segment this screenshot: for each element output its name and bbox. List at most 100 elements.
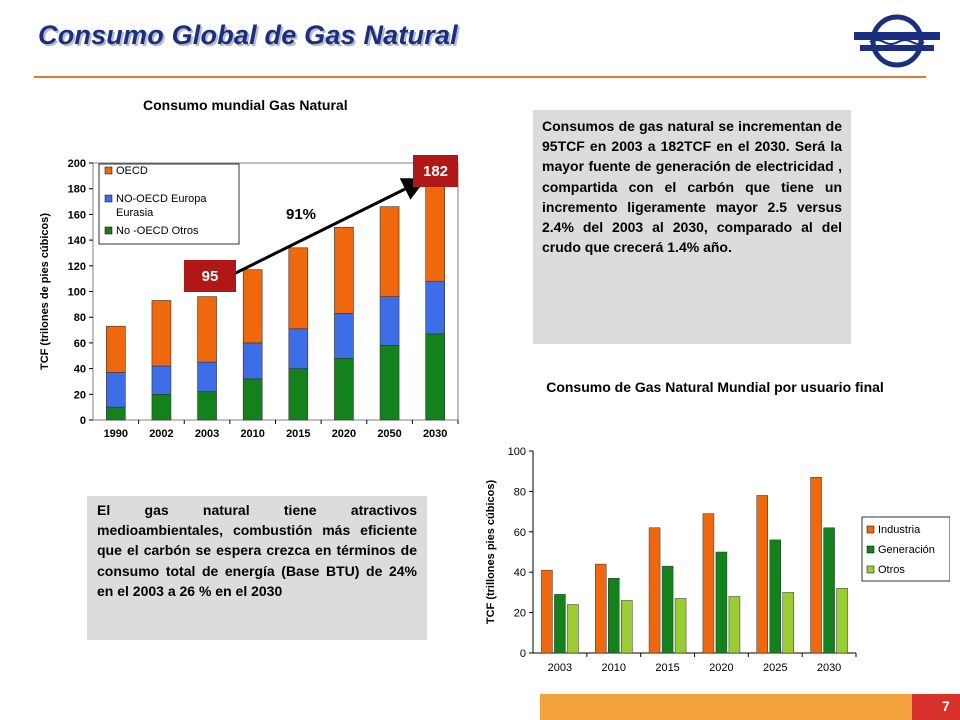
bar bbox=[554, 594, 566, 654]
bar-segment bbox=[151, 300, 172, 367]
bar-segment bbox=[197, 361, 217, 393]
company-logo bbox=[854, 14, 940, 68]
y-tick-label: 140 bbox=[68, 235, 86, 247]
bar-segment bbox=[197, 296, 217, 363]
chart1-title: Consumo mundial Gas Natural bbox=[143, 97, 348, 113]
x-tick-label: 2010 bbox=[240, 428, 264, 440]
legend-label: Generación bbox=[878, 544, 935, 556]
y-tick-label: 40 bbox=[74, 364, 86, 376]
x-tick-label: 2025 bbox=[763, 662, 787, 674]
growth-arrow bbox=[218, 178, 427, 283]
growth-percent-label: 91% bbox=[286, 206, 317, 223]
y-tick-label: 80 bbox=[514, 486, 526, 498]
y-tick-label: 180 bbox=[68, 184, 86, 196]
y-tick-label: 120 bbox=[68, 261, 86, 273]
bar-segment bbox=[106, 406, 126, 421]
x-tick-label: 2030 bbox=[817, 662, 841, 674]
legend-swatch bbox=[104, 226, 113, 235]
legend-label: NO-OECD Europa bbox=[116, 193, 207, 205]
bar-segment bbox=[242, 342, 263, 380]
legend-swatch bbox=[104, 194, 113, 203]
page-number-box bbox=[912, 694, 960, 720]
legend-label: Eurasia bbox=[116, 207, 154, 219]
summary-textbox: Consumos de gas natural se incrementan d… bbox=[533, 110, 851, 344]
legend-swatch bbox=[866, 565, 875, 574]
x-tick-label: 2030 bbox=[423, 428, 447, 440]
y-tick-label: 20 bbox=[74, 389, 86, 401]
legend-label: No -OECD Otros bbox=[116, 225, 199, 237]
legend-label: OECD bbox=[116, 165, 148, 177]
bar-segment bbox=[334, 358, 354, 421]
legend-label: Industria bbox=[878, 524, 921, 536]
callout-182: 182 bbox=[413, 155, 458, 187]
bar bbox=[715, 551, 728, 654]
legend-swatch bbox=[104, 166, 113, 175]
bar-segment bbox=[106, 325, 126, 373]
bar-segment bbox=[334, 226, 354, 314]
bar-segment bbox=[106, 372, 126, 408]
y-tick-label: 200 bbox=[68, 158, 86, 170]
bar-segment bbox=[379, 206, 400, 297]
legend-box bbox=[98, 163, 240, 245]
y-tick-label: 60 bbox=[74, 338, 86, 350]
bar bbox=[661, 565, 674, 654]
environment-textbox: El gas natural tiene atractivos medioamb… bbox=[87, 496, 427, 640]
y-tick-label: 160 bbox=[68, 209, 86, 221]
bar-segment bbox=[242, 269, 263, 344]
y-tick-label: 100 bbox=[68, 287, 86, 299]
bar-segment bbox=[288, 328, 309, 369]
x-tick-label: 2003 bbox=[548, 662, 572, 674]
y-tick-label: 60 bbox=[514, 527, 526, 539]
bar bbox=[782, 592, 794, 654]
legend-box bbox=[861, 516, 950, 582]
footer-bar bbox=[540, 694, 960, 720]
page-title: Consumo Global de Gas Natural bbox=[38, 20, 458, 50]
y-tick-label: 80 bbox=[74, 312, 86, 324]
bar bbox=[836, 588, 848, 654]
page-number: 7 bbox=[942, 698, 950, 714]
bar bbox=[702, 513, 715, 654]
y-tick-label: 0 bbox=[80, 415, 86, 427]
bar-segment bbox=[425, 280, 445, 335]
bar-segment bbox=[425, 185, 445, 282]
bar bbox=[541, 569, 553, 654]
y-tick-label: 20 bbox=[514, 608, 526, 620]
title-divider bbox=[34, 76, 926, 78]
bar bbox=[823, 527, 835, 654]
x-tick-label: 2020 bbox=[332, 428, 356, 440]
bar bbox=[769, 539, 781, 654]
chart-consumo-por-usuario: 0 20 40 60 80 100 2003 2010 2015 2020 2025 2030 TCF … bbox=[485, 446, 950, 674]
legend-swatch bbox=[866, 545, 875, 554]
legend-swatch bbox=[866, 525, 875, 534]
bar-segment bbox=[151, 365, 172, 395]
bar bbox=[567, 604, 579, 654]
bar bbox=[674, 598, 687, 654]
x-tick-label: 2002 bbox=[149, 428, 173, 440]
bar-segment bbox=[242, 378, 263, 421]
bar-segment bbox=[197, 391, 217, 421]
bar bbox=[595, 563, 607, 654]
x-tick-label: 2010 bbox=[602, 662, 626, 674]
y-tick-label: 40 bbox=[514, 567, 526, 579]
bar bbox=[621, 600, 633, 654]
bar-segment bbox=[334, 313, 354, 359]
x-tick-label: 2003 bbox=[195, 428, 219, 440]
y-tick-label: 0 bbox=[520, 648, 526, 660]
x-tick-label: 2015 bbox=[655, 662, 679, 674]
x-tick-label: 1990 bbox=[104, 428, 128, 440]
x-tick-label: 2050 bbox=[377, 428, 401, 440]
x-tick-label: 2015 bbox=[286, 428, 310, 440]
chart2-title: Consumo de Gas Natural Mundial por usuar… bbox=[546, 379, 884, 395]
chart-consumo-mundial: 0 20 40 60 80 100 120 140 160 180 200 1990 2002 2003 2… bbox=[39, 158, 459, 440]
y-tick-label: 100 bbox=[508, 446, 526, 458]
y-axis-label: TCF (trilones de pies cúbicos) bbox=[39, 213, 51, 370]
callout-95: 95 bbox=[184, 260, 236, 292]
bar bbox=[648, 527, 661, 654]
bar bbox=[810, 477, 822, 654]
legend-label: Otros bbox=[878, 564, 905, 576]
x-tick-label: 2020 bbox=[709, 662, 733, 674]
bar bbox=[608, 578, 620, 654]
bar-segment bbox=[425, 333, 445, 421]
bar-segment bbox=[151, 394, 172, 421]
bar-segment bbox=[288, 247, 309, 330]
